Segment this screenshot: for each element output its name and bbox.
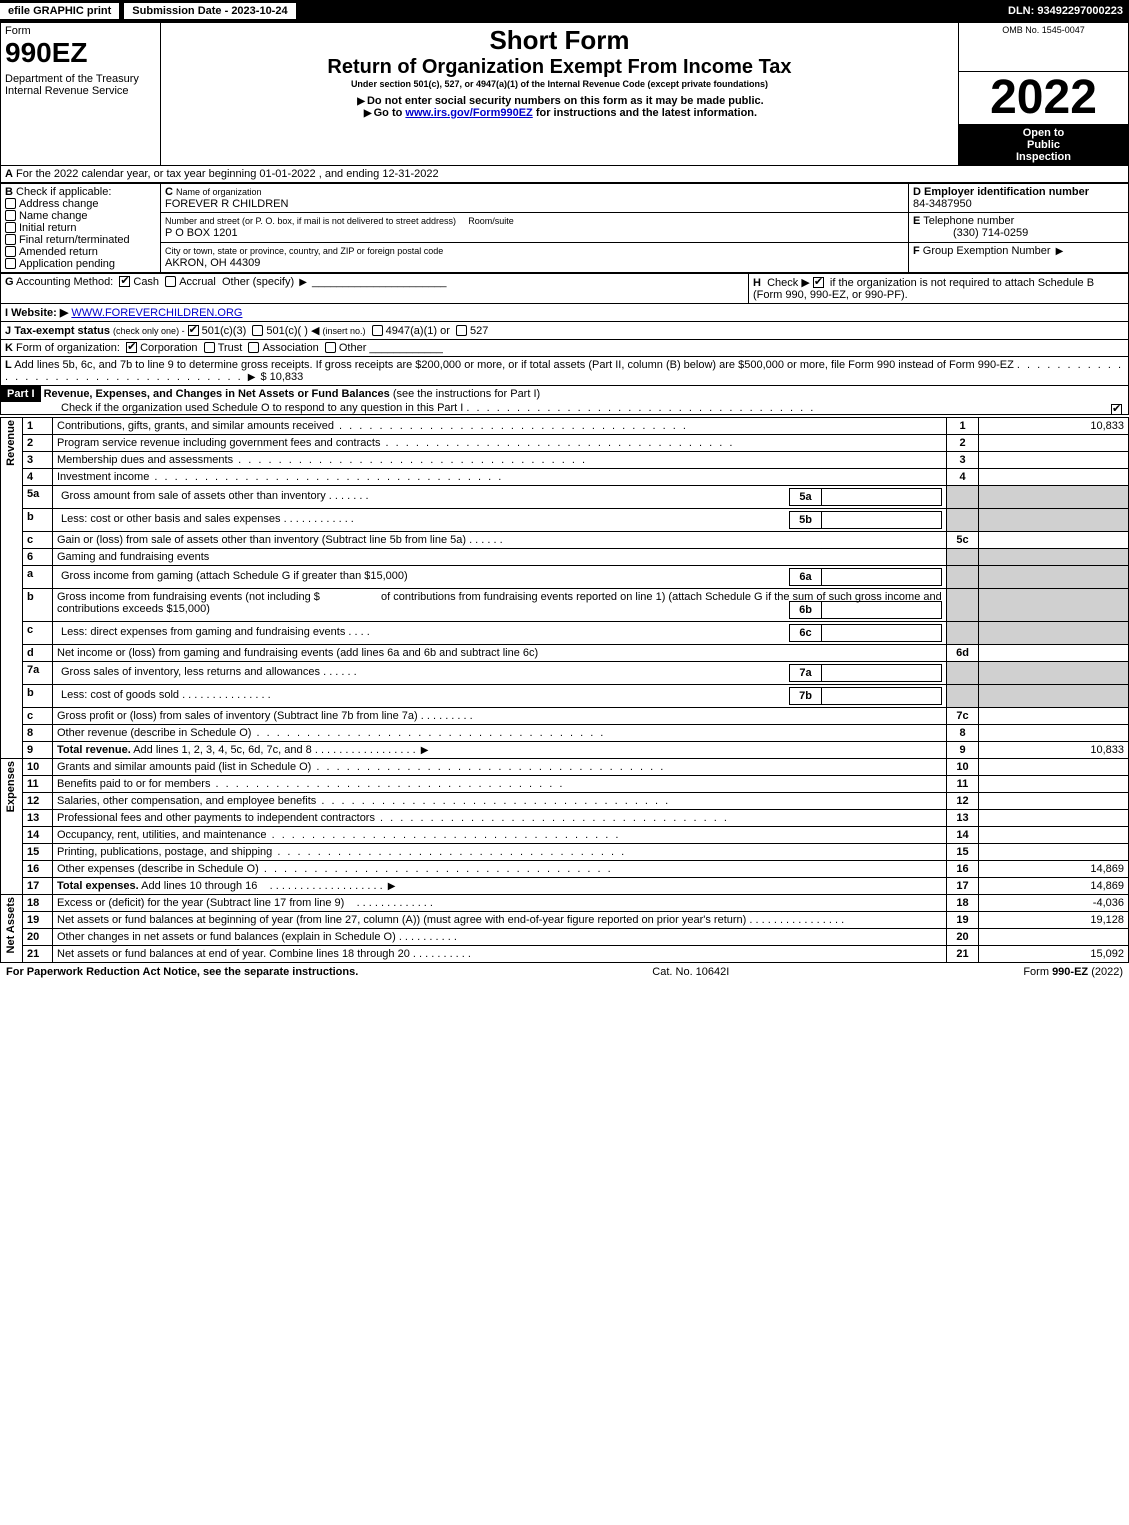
checkbox-501c[interactable] <box>252 325 263 336</box>
tax-year: 2022 <box>990 71 1097 124</box>
subtitle: Under section 501(c), 527, or 4947(a)(1)… <box>165 79 954 89</box>
part-1-check-text: Check if the organization used Schedule … <box>1 402 463 414</box>
beginning-net-assets: 19,128 <box>979 911 1129 928</box>
checkbox-cash[interactable] <box>119 276 130 287</box>
website-link[interactable]: WWW.FOREVERCHILDREN.ORG <box>71 307 242 319</box>
main-title: Return of Organization Exempt From Incom… <box>165 56 954 79</box>
footer: For Paperwork Reduction Act Notice, see … <box>0 963 1129 981</box>
footer-left: For Paperwork Reduction Act Notice, see … <box>6 966 358 978</box>
street: P O BOX 1201 <box>165 227 238 239</box>
total-revenue: 10,833 <box>979 741 1129 758</box>
telephone: (330) 714-0259 <box>913 227 1028 239</box>
top-bar: efile GRAPHIC print Submission Date - 20… <box>0 0 1129 22</box>
checkbox-trust[interactable] <box>204 342 215 353</box>
total-expenses: 14,869 <box>979 877 1129 894</box>
checkbox-4947a1[interactable] <box>372 325 383 336</box>
header-block: Form 990EZ Short Form Return of Organiza… <box>0 22 1129 166</box>
room-label: Room/suite <box>468 216 514 226</box>
d-label: Employer identification number <box>924 186 1089 198</box>
open-to-public: Open to Public Inspection <box>959 124 1129 165</box>
part-1-table: Revenue 1 Contributions, gifts, grants, … <box>0 417 1129 963</box>
revenue-label: Revenue <box>5 420 17 466</box>
dept-label: Department of the Treasury <box>5 73 139 85</box>
footer-mid: Cat. No. 10642I <box>652 966 729 978</box>
checkbox-name-change[interactable] <box>5 210 16 221</box>
checkbox-amended-return[interactable] <box>5 246 16 257</box>
irs-label: Internal Revenue Service <box>5 85 129 97</box>
checkbox-501c3[interactable] <box>188 325 199 336</box>
f-label: Group Exemption Number <box>923 245 1051 257</box>
org-name: FOREVER R CHILDREN <box>165 198 288 210</box>
part-1-heading: Revenue, Expenses, and Changes in Net As… <box>44 388 390 400</box>
submission-date: Submission Date - 2023-10-24 <box>123 2 296 20</box>
g-label: Accounting Method: <box>16 276 113 288</box>
ending-net-assets: 15,092 <box>979 945 1129 962</box>
dln-label: DLN: 93492297000223 <box>1008 5 1129 17</box>
k-label: Form of organization: <box>16 342 120 354</box>
warn-1: Do not enter social security numbers on … <box>367 95 764 107</box>
city: AKRON, OH 44309 <box>165 257 260 269</box>
checkbox-association[interactable] <box>248 342 259 353</box>
c-name-label: Name of organization <box>176 187 262 197</box>
checkbox-final-return[interactable] <box>5 234 16 245</box>
street-label: Number and street (or P. O. box, if mail… <box>165 216 456 226</box>
section-a: A For the 2022 calendar year, or tax yea… <box>0 166 1129 183</box>
l-text: Add lines 5b, 6c, and 7b to line 9 to de… <box>14 359 1014 371</box>
e-label: Telephone number <box>923 215 1014 227</box>
section-a-text: For the 2022 calendar year, or tax year … <box>16 168 439 180</box>
irs-link[interactable]: www.irs.gov/Form990EZ <box>405 107 532 119</box>
expenses-label: Expenses <box>5 761 17 812</box>
checkbox-application-pending[interactable] <box>5 258 16 269</box>
form-word: Form <box>5 25 31 37</box>
checkbox-initial-return[interactable] <box>5 222 16 233</box>
line-16-value: 14,869 <box>979 860 1129 877</box>
net-assets-label: Net Assets <box>5 897 17 953</box>
city-label: City or town, state or province, country… <box>165 246 443 256</box>
checkbox-schedule-b[interactable] <box>813 277 824 288</box>
checkbox-schedule-o[interactable] <box>1111 404 1122 415</box>
footer-right: Form 990-EZ (2022) <box>1023 966 1123 978</box>
omb-no: OMB No. 1545-0047 <box>959 23 1129 72</box>
checkbox-corporation[interactable] <box>126 342 137 353</box>
gross-receipts: $ 10,833 <box>260 371 303 383</box>
checkbox-accrual[interactable] <box>165 276 176 287</box>
line-1-value: 10,833 <box>979 417 1129 434</box>
form-number: 990EZ <box>5 37 88 68</box>
checkbox-527[interactable] <box>456 325 467 336</box>
checkbox-address-change[interactable] <box>5 198 16 209</box>
part-1-label: Part I <box>1 386 41 402</box>
short-form-title: Short Form <box>165 25 954 56</box>
excess-deficit: -4,036 <box>979 894 1129 911</box>
b-label: Check if applicable: <box>16 186 111 198</box>
warn-2: Go to www.irs.gov/Form990EZ for instruct… <box>374 107 757 119</box>
checkbox-other-org[interactable] <box>325 342 336 353</box>
ein: 84-3487950 <box>913 198 972 210</box>
efile-label: efile GRAPHIC print <box>0 3 119 19</box>
